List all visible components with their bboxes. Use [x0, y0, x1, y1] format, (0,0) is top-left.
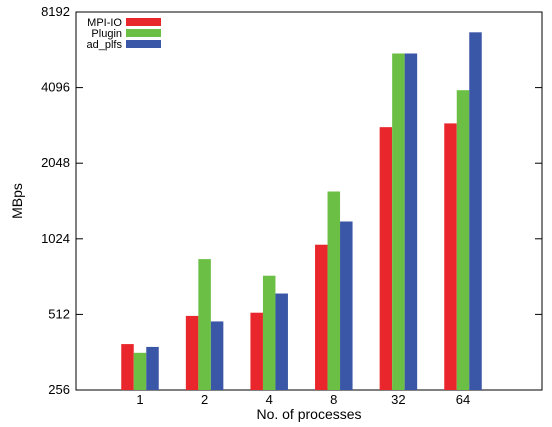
bar-mpi-io-64 — [444, 123, 457, 390]
legend-swatch — [126, 40, 161, 48]
y-tick-label: 1024 — [41, 231, 70, 246]
bar-ad-plfs-32 — [404, 53, 418, 391]
bar-mpi-io-2 — [185, 315, 199, 390]
bar-plugin-64 — [456, 90, 470, 390]
y-tick-label: 4096 — [41, 80, 70, 95]
bar-mpi-io-8 — [315, 244, 328, 390]
y-tick-label: 8192 — [41, 4, 70, 19]
legend-swatch — [126, 18, 161, 26]
bar-mpi-io-4 — [250, 312, 263, 390]
x-tick-label: 8 — [330, 392, 337, 407]
legend-label: MPI-IO — [87, 17, 122, 29]
x-tick-label: 1 — [136, 392, 143, 407]
x-tick-label: 32 — [391, 392, 405, 407]
legend-swatch — [126, 29, 161, 37]
x-tick-label: 4 — [266, 392, 273, 407]
x-tick-label: 64 — [456, 392, 470, 407]
y-tick-label: 256 — [48, 382, 70, 397]
plot-frame — [75, 11, 543, 391]
bars-group — [121, 32, 482, 391]
y-axis: 256 512 1024 2048 4096 8192 — [41, 4, 542, 397]
y-axis-title: MBps — [9, 183, 25, 219]
bar-ad-plfs-64 — [469, 32, 482, 390]
bar-plugin-8 — [327, 191, 341, 390]
bar-plugin-4 — [262, 275, 276, 390]
legend-label: Plugin — [91, 28, 122, 40]
bar-ad-plfs-8 — [340, 221, 353, 390]
bar-ad-plfs-4 — [275, 293, 288, 390]
bar-ad-plfs-1 — [146, 346, 159, 390]
bar-plugin-32 — [392, 53, 405, 391]
bar-plugin-1 — [133, 352, 147, 390]
legend-label: ad_plfs — [87, 39, 123, 51]
y-tick-label: 512 — [48, 306, 70, 321]
x-axis: 1 2 4 8 32 64 — [136, 383, 470, 407]
bar-plugin-2 — [198, 259, 211, 390]
bar-mpi-io-32 — [379, 127, 393, 390]
y-tick-label: 2048 — [41, 155, 70, 170]
x-axis-title: No. of processes — [256, 406, 361, 422]
x-tick-label: 2 — [201, 392, 208, 407]
bar-mpi-io-1 — [121, 344, 134, 390]
bar-ad-plfs-2 — [210, 321, 224, 390]
